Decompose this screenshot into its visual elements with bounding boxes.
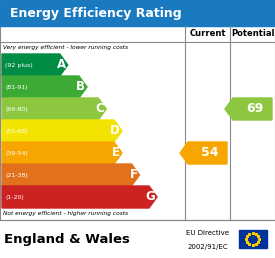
- Text: (55-68): (55-68): [5, 128, 28, 133]
- Polygon shape: [225, 98, 272, 120]
- Polygon shape: [2, 142, 122, 164]
- Text: England & Wales: England & Wales: [4, 232, 130, 246]
- Text: EU Directive: EU Directive: [186, 230, 229, 236]
- Text: (39-54): (39-54): [5, 150, 28, 156]
- Text: 69: 69: [246, 102, 263, 116]
- Text: C: C: [95, 102, 104, 116]
- Text: G: G: [145, 190, 155, 204]
- Text: 54: 54: [201, 147, 218, 159]
- Text: A: A: [57, 59, 66, 71]
- Polygon shape: [2, 186, 157, 208]
- Bar: [0, 0, 275, 26]
- Bar: [0, 26, 275, 220]
- Text: Not energy efficient - higher running costs: Not energy efficient - higher running co…: [3, 212, 128, 216]
- Polygon shape: [2, 120, 122, 142]
- Text: Energy Efficiency Rating: Energy Efficiency Rating: [10, 6, 182, 20]
- Bar: [238, 230, 266, 248]
- Text: D: D: [110, 125, 120, 138]
- Text: (1-20): (1-20): [5, 195, 24, 199]
- Text: (21-38): (21-38): [5, 173, 28, 178]
- Text: Current: Current: [189, 29, 226, 38]
- Polygon shape: [180, 142, 227, 164]
- Polygon shape: [2, 76, 87, 98]
- Polygon shape: [2, 54, 68, 76]
- Text: E: E: [112, 147, 120, 159]
- Text: B: B: [76, 80, 85, 93]
- Text: Potential: Potential: [231, 29, 274, 38]
- Text: 2002/91/EC: 2002/91/EC: [187, 244, 228, 250]
- Text: (81-91): (81-91): [5, 85, 28, 90]
- Polygon shape: [2, 98, 106, 120]
- Text: (92 plus): (92 plus): [5, 62, 33, 68]
- Text: (69-80): (69-80): [5, 107, 28, 111]
- Text: F: F: [130, 168, 138, 181]
- Text: Very energy efficient - lower running costs: Very energy efficient - lower running co…: [3, 45, 128, 51]
- Polygon shape: [2, 164, 139, 186]
